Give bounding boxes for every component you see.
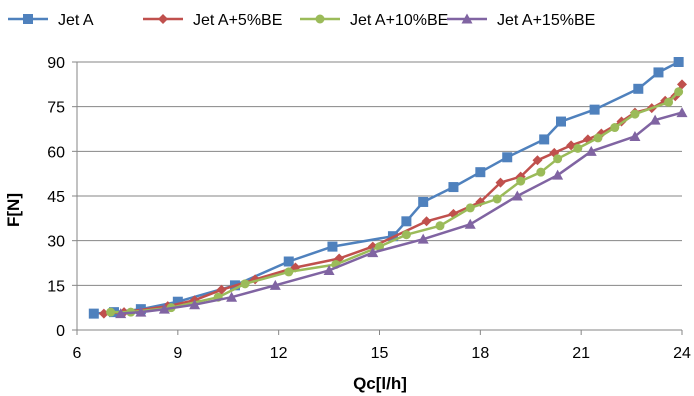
y-tick-label: 0 <box>56 323 65 340</box>
square-marker <box>475 167 486 178</box>
legend-item: Jet A+5%BE <box>143 12 282 29</box>
triangle-marker <box>135 306 147 317</box>
y-tick-label: 30 <box>47 234 65 251</box>
circle-marker <box>284 267 294 277</box>
tick-labels: 0 15 30 45 60 75 90 6 9 12 15 18 21 24 <box>47 55 691 362</box>
circle-marker <box>240 279 250 289</box>
diamond-marker <box>495 177 506 188</box>
square-marker <box>673 57 684 67</box>
x-tick-label: 12 <box>270 345 288 362</box>
triangle-marker <box>115 308 127 319</box>
y-tick-label: 60 <box>47 144 65 161</box>
square-marker <box>418 196 429 207</box>
square-marker <box>23 14 33 24</box>
circle-marker <box>593 133 603 143</box>
circle-marker <box>315 14 325 24</box>
circle-marker <box>492 194 502 204</box>
diamond-marker <box>421 216 432 227</box>
legend-item: Jet A+10%BE <box>300 12 448 29</box>
square-marker <box>327 241 338 252</box>
triangle-marker <box>367 247 379 258</box>
triangle-marker <box>464 218 476 229</box>
square-marker <box>88 308 99 319</box>
y-tick-label: 75 <box>47 100 65 117</box>
triangle-marker <box>417 233 429 244</box>
circle-marker <box>536 167 546 177</box>
square-marker <box>401 216 412 227</box>
square-marker <box>172 296 183 307</box>
triangle-marker <box>629 130 641 141</box>
square-marker <box>556 116 566 127</box>
diamond-marker <box>677 79 687 90</box>
circle-marker <box>674 87 684 97</box>
legend-label: Jet A+5%BE <box>193 12 282 29</box>
x-axis-title: Qc[l/h] <box>353 374 407 393</box>
circle-marker <box>401 230 411 240</box>
x-tick-label: 6 <box>73 345 82 362</box>
triangle-marker <box>585 145 597 156</box>
x-tick-label: 15 <box>371 345 389 362</box>
circle-marker <box>465 203 475 213</box>
triangle-marker <box>552 169 564 180</box>
x-tick-label: 24 <box>673 345 691 362</box>
circle-marker <box>375 242 384 252</box>
circle-marker <box>664 97 674 107</box>
square-marker <box>539 134 550 145</box>
square-marker <box>502 152 513 163</box>
triangle-marker <box>511 190 523 201</box>
square-marker <box>589 104 600 115</box>
triangle-marker <box>461 13 473 24</box>
legend-item: Jet A <box>8 12 94 29</box>
y-tick-label: 90 <box>47 55 65 72</box>
square-marker <box>283 256 294 267</box>
triangle-marker <box>649 114 661 125</box>
series-group <box>88 57 688 319</box>
y-tick-label: 15 <box>47 278 65 295</box>
x-tick-label: 18 <box>471 345 489 362</box>
square-marker <box>653 67 664 78</box>
triangle-marker <box>323 264 335 275</box>
legend-item: Jet A+15%BE <box>447 12 595 29</box>
circle-marker <box>630 109 640 119</box>
gridlines <box>77 61 682 286</box>
diamond-marker <box>532 155 543 166</box>
circle-marker <box>553 154 563 164</box>
circle-marker <box>610 123 620 133</box>
x-tick-label: 21 <box>572 345 590 362</box>
legend-label: Jet A+15%BE <box>497 12 595 29</box>
triangle-marker <box>226 291 238 302</box>
y-axis-title: F[N] <box>4 193 23 227</box>
triangle-marker <box>269 279 281 290</box>
circle-marker <box>435 221 445 231</box>
diamond-marker <box>216 284 227 295</box>
legend-label: Jet A+10%BE <box>350 12 448 29</box>
circle-marker <box>516 176 526 186</box>
square-marker <box>633 83 644 94</box>
axes <box>72 61 683 335</box>
series-3 <box>106 87 684 317</box>
triangle-marker <box>158 303 170 314</box>
series-line <box>120 111 683 315</box>
series-4 <box>115 107 688 319</box>
circle-marker <box>573 143 583 153</box>
legend: Jet A Jet A+5%BE Jet A+10%BE Jet A+15%BE <box>8 12 595 29</box>
square-marker <box>448 182 459 193</box>
legend-label: Jet A <box>58 12 94 29</box>
triangle-marker <box>189 299 201 310</box>
diamond-marker <box>158 14 168 24</box>
triangle-marker <box>676 107 688 118</box>
circle-marker <box>106 307 116 317</box>
y-tick-label: 45 <box>47 189 65 206</box>
x-tick-label: 9 <box>173 345 182 362</box>
